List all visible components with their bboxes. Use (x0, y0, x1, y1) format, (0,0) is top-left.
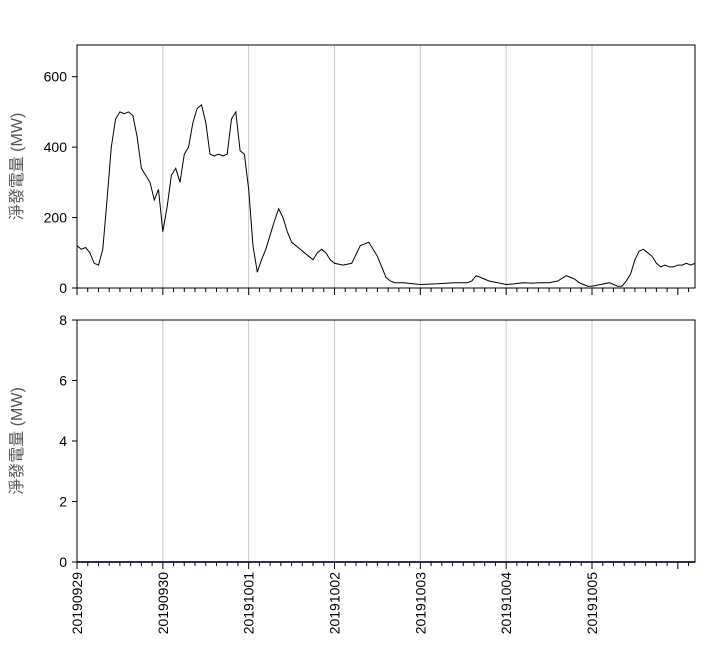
x-tick-label: 20190929 (69, 572, 85, 635)
plot-frame (76, 44, 696, 289)
y-axis-label: 淨發電量 (MW) (8, 113, 26, 221)
plot-frame (76, 319, 696, 563)
y-tick-label: 6 (59, 373, 67, 389)
y-tick-label: 0 (59, 554, 67, 570)
x-tick-label: 20191005 (584, 572, 600, 635)
x-tick-label: 20190930 (155, 572, 171, 635)
y-tick-label: 2 (59, 494, 67, 510)
x-tick-label: 20191003 (412, 572, 428, 635)
series-line (76, 104, 696, 287)
x-tick-label: 20191002 (327, 572, 343, 635)
y-tick-label: 0 (59, 280, 67, 296)
y-tick-label: 8 (59, 312, 67, 328)
y-tick-label: 400 (44, 139, 68, 155)
x-tick-label: 20191001 (241, 572, 257, 635)
y-tick-label: 4 (59, 433, 67, 449)
y-axis-label: 淨發電量 (MW) (8, 387, 26, 495)
y-tick-label: 200 (44, 210, 68, 226)
y-tick-label: 600 (44, 69, 68, 85)
x-tick-label: 20191004 (498, 572, 514, 635)
